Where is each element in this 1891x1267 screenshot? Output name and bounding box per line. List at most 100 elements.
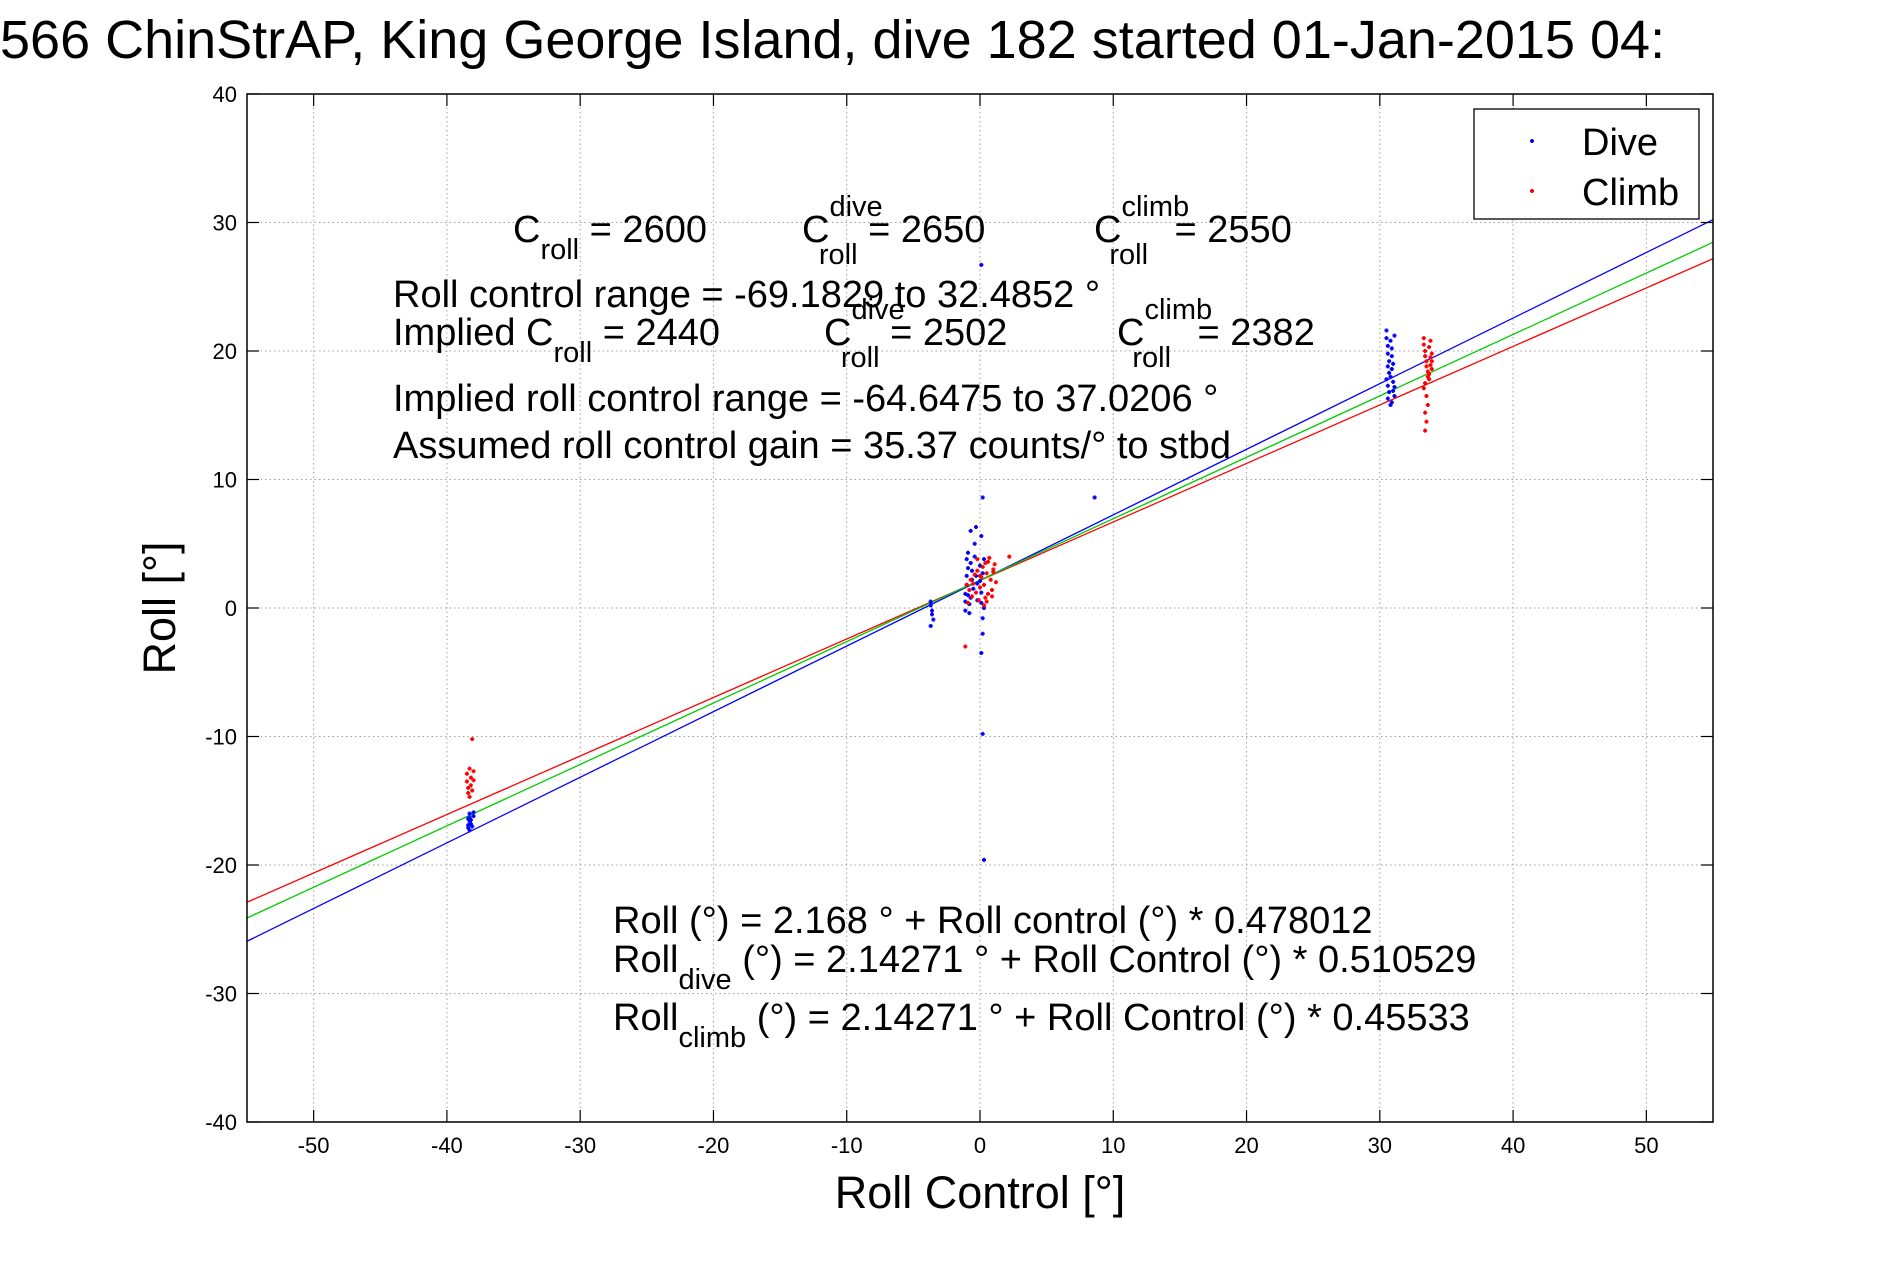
climb-point xyxy=(1423,381,1428,386)
c-roll-label: Cdive roll = 2650 xyxy=(802,191,985,271)
y-tick-label: 30 xyxy=(213,211,237,236)
dive-point xyxy=(971,586,976,591)
c-roll-label: Croll = 2600 xyxy=(513,209,707,266)
dive-point xyxy=(1389,366,1394,371)
dive-point xyxy=(980,731,985,736)
dive-point xyxy=(978,579,982,584)
dive-point xyxy=(1391,379,1396,384)
climb-point xyxy=(470,737,475,742)
climb-point xyxy=(464,779,469,784)
climb-point xyxy=(985,591,990,596)
climb-point xyxy=(983,561,988,566)
climb-point xyxy=(981,603,986,608)
dive-point xyxy=(970,568,975,573)
climb-point xyxy=(968,577,973,582)
climb-point xyxy=(1429,366,1434,371)
implied-range-text: Implied roll control range = -64.6475 to… xyxy=(393,378,1218,420)
dive-point xyxy=(964,573,969,578)
dive-point xyxy=(968,528,973,533)
dive-point xyxy=(931,617,936,622)
dive-point xyxy=(466,816,471,821)
dive-point xyxy=(930,608,935,613)
dive-point xyxy=(468,818,473,823)
dive-point xyxy=(1389,400,1394,405)
dive-point xyxy=(930,612,935,617)
dive-point xyxy=(1385,383,1390,388)
climb-point xyxy=(1429,359,1434,364)
dive-point xyxy=(1388,402,1393,407)
dive-point xyxy=(1388,374,1393,379)
chart-annotations: Croll = 2600 Cdive roll = 2650 Cclimb roll =… xyxy=(393,191,1476,1054)
dive-point xyxy=(981,557,986,562)
climb-point xyxy=(989,588,994,593)
climb-point xyxy=(468,783,473,788)
climb-point xyxy=(471,769,476,774)
climb-point xyxy=(1428,338,1433,343)
climb-point xyxy=(1423,349,1428,353)
dive-point xyxy=(966,550,971,555)
y-tick-label: -30 xyxy=(205,982,237,1007)
climb-point xyxy=(1427,345,1432,350)
dive-point xyxy=(1384,328,1389,333)
climb-point xyxy=(966,600,971,605)
climb-point xyxy=(980,564,985,569)
climb-point xyxy=(972,572,977,577)
climb-point xyxy=(464,771,469,776)
dive-point xyxy=(979,600,984,605)
climb-point xyxy=(992,562,997,567)
dive-point xyxy=(1389,354,1394,359)
climb-point xyxy=(471,778,476,783)
y-tick-label: 10 xyxy=(213,468,237,493)
climb-point xyxy=(470,788,475,793)
dive-point xyxy=(966,593,971,598)
x-tick-label: 0 xyxy=(974,1133,986,1158)
climb-point xyxy=(983,595,988,600)
dive-point xyxy=(972,541,977,546)
climb-point xyxy=(970,594,975,599)
dive-point xyxy=(975,581,980,586)
climb-point xyxy=(1421,342,1426,347)
fit-equation: Rollclimb (°) = 2.14271 ° + Roll Control… xyxy=(613,997,1470,1054)
implied-c-roll-label: Cdive roll = 2502 xyxy=(824,294,1007,374)
climb-point xyxy=(963,644,968,649)
climb-point xyxy=(964,582,969,587)
climb-point xyxy=(971,581,976,586)
climb-point xyxy=(1423,354,1428,359)
dive-point xyxy=(963,608,968,613)
climb-point xyxy=(467,766,472,771)
climb-point xyxy=(1424,419,1429,424)
dive-point xyxy=(1392,384,1397,389)
dive-point xyxy=(963,599,968,604)
climb-point xyxy=(1424,364,1429,369)
dive-point xyxy=(1391,388,1396,393)
climb-point xyxy=(466,791,471,796)
y-tick-label: -40 xyxy=(205,1110,237,1135)
dive-point xyxy=(979,650,984,655)
y-tick-label: -20 xyxy=(205,853,237,878)
dive-point xyxy=(466,825,471,830)
climb-point xyxy=(991,567,996,572)
climb-point xyxy=(1427,377,1432,382)
climb-point xyxy=(976,598,981,603)
climb-point xyxy=(1421,386,1426,391)
climb-point xyxy=(1421,336,1426,341)
roll-gain-text: Assumed roll control gain = 35.37 counts… xyxy=(393,425,1231,467)
fit-equation: Rolldive (°) = 2.14271 ° + Roll Control … xyxy=(613,939,1476,996)
x-tick-label: -10 xyxy=(831,1133,863,1158)
tick-labels: -50 -40 -30 -20 -10 0 10 20 30 40 50 -40 -30 -20 -10 0 1… xyxy=(205,82,1658,1158)
climb-point xyxy=(1423,428,1428,433)
climb-point xyxy=(466,785,471,790)
x-tick-label: 50 xyxy=(1634,1133,1658,1158)
dive-point xyxy=(981,857,986,862)
dive-point xyxy=(980,616,985,621)
climb-point xyxy=(987,555,992,560)
legend: Dive Climb xyxy=(1473,108,1700,220)
dive-point xyxy=(1092,495,1097,500)
climb-point xyxy=(985,559,990,564)
legend-label: Dive xyxy=(1582,122,1658,164)
dive-point xyxy=(979,590,984,595)
climb-point xyxy=(1007,554,1012,559)
dive-point xyxy=(980,571,985,576)
